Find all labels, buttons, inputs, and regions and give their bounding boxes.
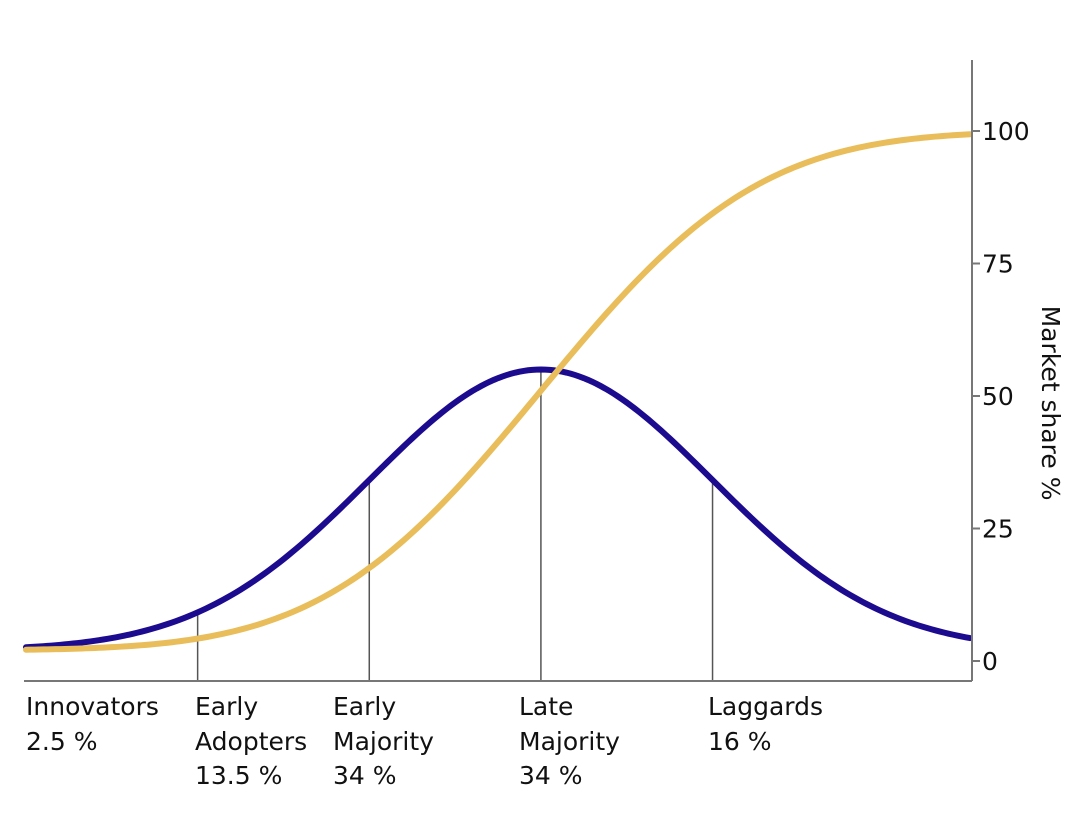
segment-label-line: Early: [195, 692, 258, 721]
y-tick-label-100: 100: [982, 117, 1030, 146]
segment-label-laggards: Laggards 16 %: [708, 692, 823, 756]
segment-label-late-majority: Late Majority 34 %: [519, 692, 620, 790]
y-axis-title: Market share %: [1036, 306, 1065, 501]
y-tick-label-50: 50: [982, 382, 1014, 411]
segment-label-line: Majority: [519, 727, 620, 756]
segment-label-line: 34 %: [333, 761, 397, 790]
segment-labels: Innovators 2.5 % Early Adopters 13.5 % Early M…: [26, 692, 823, 790]
segment-label-early-adopters: Early Adopters 13.5 %: [195, 692, 307, 790]
segment-label-line: 13.5 %: [195, 761, 282, 790]
segment-label-line: Adopters: [195, 727, 307, 756]
segment-label-line: 2.5 %: [26, 727, 97, 756]
segment-label-line: 34 %: [519, 761, 583, 790]
y-tick-label-25: 25: [982, 515, 1014, 544]
segment-label-line: Early: [333, 692, 396, 721]
y-axis-ticks: 0 25 50 75 100: [972, 117, 1030, 676]
y-tick-label-75: 75: [982, 250, 1014, 279]
segment-label-line: 16 %: [708, 727, 772, 756]
segment-label-line: Innovators: [26, 692, 159, 721]
segment-label-line: Majority: [333, 727, 434, 756]
segment-label-innovators: Innovators 2.5 %: [26, 692, 159, 756]
adoption-bell-curve: [23, 366, 973, 651]
y-tick-label-0: 0: [982, 647, 998, 676]
segment-label-line: Laggards: [708, 692, 823, 721]
segment-dividers: [196, 369, 714, 681]
segment-label-early-majority: Early Majority 34 %: [333, 692, 434, 790]
segment-label-line: Late: [519, 692, 573, 721]
cumulative-s-curve: [23, 131, 973, 653]
